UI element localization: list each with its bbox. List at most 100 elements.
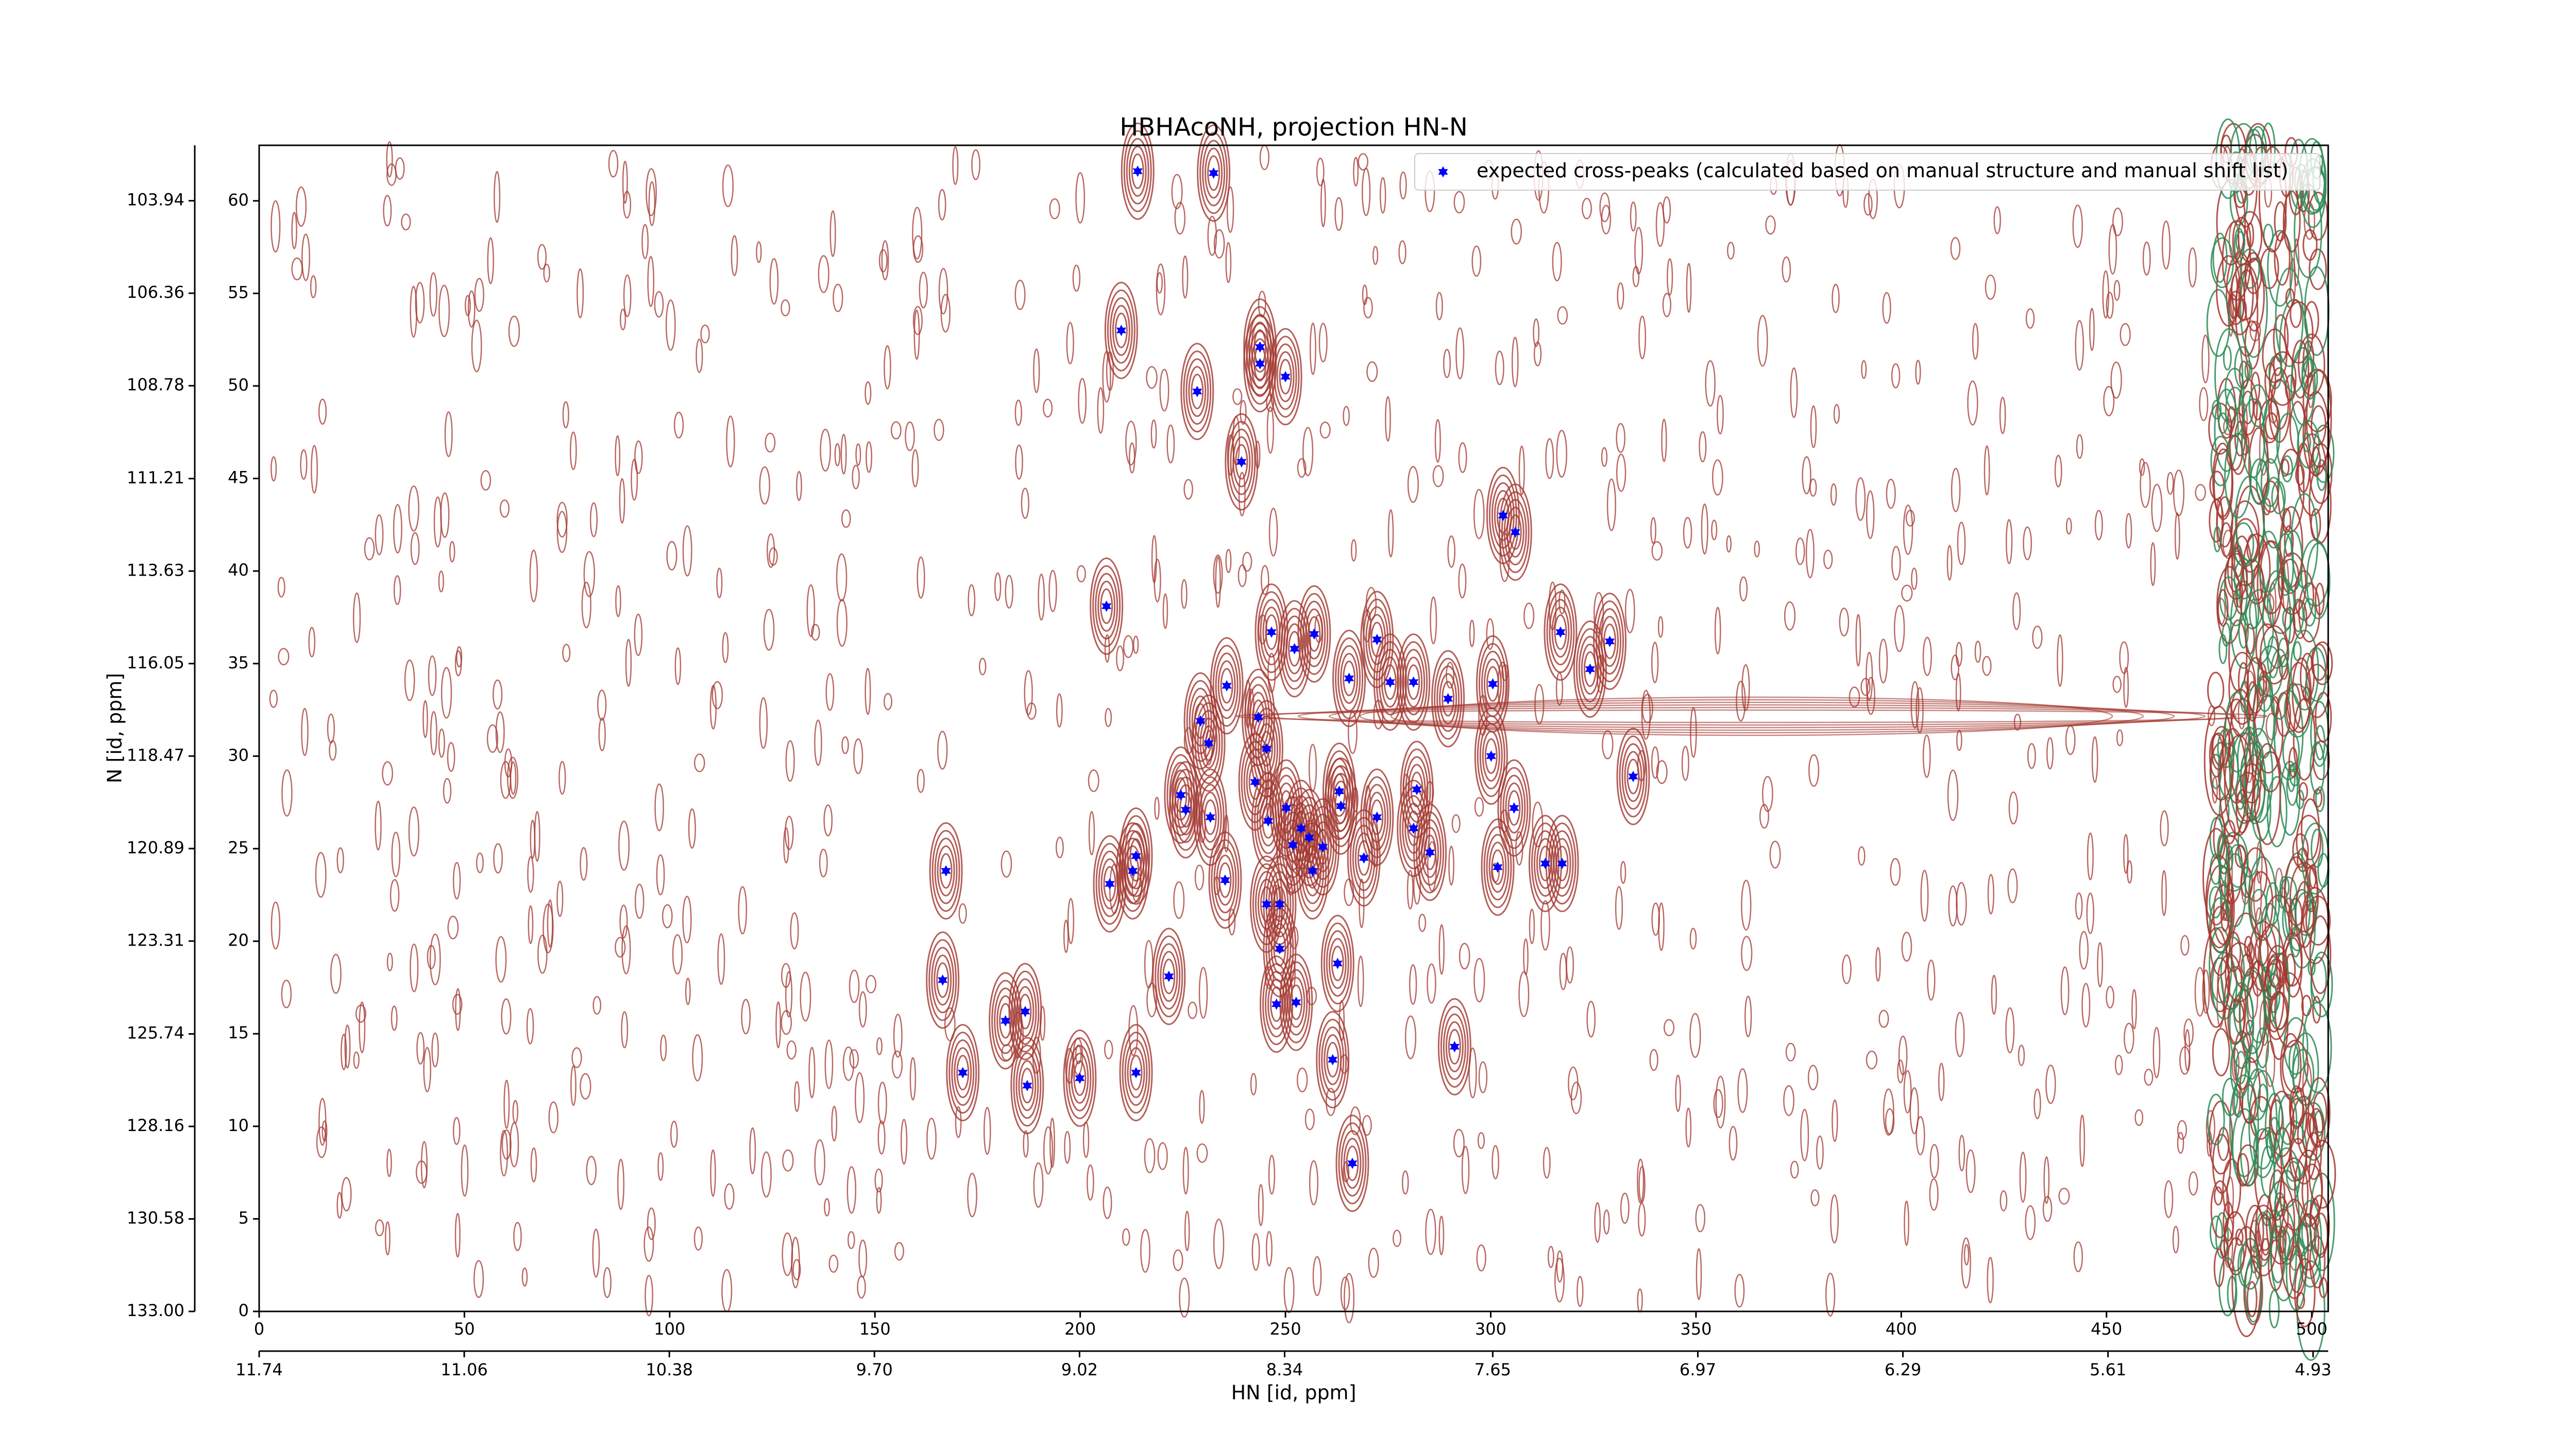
noise-contour bbox=[634, 883, 645, 919]
noise-contour bbox=[2248, 856, 2277, 941]
peak-contour bbox=[1011, 970, 1040, 1053]
noise-contour bbox=[768, 547, 778, 566]
noise-contour bbox=[2249, 1204, 2278, 1277]
noise-contour bbox=[1841, 954, 1852, 984]
noise-contour bbox=[858, 991, 867, 1027]
noise-contour bbox=[2153, 1026, 2161, 1079]
noise-contour bbox=[543, 263, 550, 283]
noise-contour bbox=[408, 485, 419, 532]
noise-contour bbox=[1453, 1128, 1465, 1158]
noise-contour bbox=[2303, 598, 2316, 627]
noise-contour bbox=[823, 804, 833, 837]
noise-contour bbox=[2315, 582, 2325, 616]
cross-peak bbox=[1204, 737, 1214, 749]
noise-contour bbox=[866, 441, 873, 473]
peak-contour bbox=[1624, 751, 1642, 802]
noise-contour bbox=[1741, 936, 1753, 971]
noise-contour bbox=[1681, 746, 1689, 781]
noise-contour bbox=[1366, 361, 1378, 382]
noise-contour bbox=[291, 257, 303, 281]
peak-contour bbox=[1554, 614, 1567, 650]
noise-contour bbox=[1649, 1049, 1658, 1071]
noise-contour bbox=[665, 299, 676, 351]
peak-contour bbox=[1183, 350, 1212, 433]
noise-contour bbox=[2241, 398, 2266, 479]
noise-contour bbox=[1174, 201, 1186, 235]
peak-contour bbox=[1095, 843, 1124, 925]
cross-peak bbox=[1290, 643, 1300, 654]
noise-contour bbox=[1800, 1108, 1809, 1161]
noise-contour bbox=[318, 1098, 327, 1146]
cross-peak bbox=[1176, 789, 1186, 801]
noise-contour bbox=[1810, 405, 1817, 448]
noise-contour bbox=[2234, 845, 2246, 868]
noise-contour bbox=[622, 160, 628, 204]
cross-peak bbox=[1486, 750, 1496, 762]
noise-contour bbox=[2229, 294, 2238, 319]
noise-contour bbox=[386, 141, 393, 178]
noise-contour bbox=[1319, 422, 1331, 439]
noise-contour bbox=[781, 299, 790, 316]
x-tick-label: 400 bbox=[1886, 1319, 1917, 1339]
noise-contour bbox=[1601, 447, 1608, 467]
noise-contour bbox=[384, 1221, 391, 1256]
noise-contour bbox=[1014, 279, 1026, 310]
noise-contour bbox=[1199, 1090, 1205, 1124]
noise-contour bbox=[480, 470, 492, 491]
y-tick-label: 5 bbox=[239, 1208, 249, 1227]
noise-contour bbox=[1620, 1192, 1630, 1224]
noise-contour bbox=[344, 1024, 351, 1069]
noise-contour bbox=[2250, 889, 2267, 924]
peak-contour bbox=[946, 1024, 980, 1122]
peak-contour bbox=[1376, 641, 1404, 723]
noise-contour bbox=[1194, 864, 1205, 890]
noise-contour bbox=[1129, 442, 1136, 474]
noise-contour bbox=[1916, 1116, 1925, 1156]
noise-contour bbox=[1744, 996, 1752, 1037]
noise-contour bbox=[2102, 270, 2110, 319]
peak-contour bbox=[1194, 702, 1223, 784]
noise-contour bbox=[1162, 593, 1168, 629]
noise-contour bbox=[858, 1239, 868, 1278]
noise-contour bbox=[2278, 1229, 2291, 1260]
cross-peak bbox=[1255, 358, 1265, 369]
noise-contour bbox=[1075, 172, 1086, 224]
peak-contour bbox=[1381, 656, 1399, 708]
cross-peak bbox=[1250, 776, 1260, 788]
noise-contour bbox=[666, 541, 677, 571]
peak-contour bbox=[1235, 444, 1248, 480]
noise-contour bbox=[1929, 1144, 1939, 1178]
peak-contour bbox=[1421, 827, 1439, 878]
noise-contour bbox=[2293, 599, 2308, 639]
peak-contour bbox=[1305, 608, 1324, 660]
noise-contour bbox=[1839, 608, 1850, 637]
noise-contour bbox=[2007, 868, 2018, 903]
noise-contour bbox=[1056, 693, 1063, 728]
noise-contour bbox=[2209, 733, 2224, 778]
noise-contour bbox=[756, 241, 762, 263]
noise-contour bbox=[452, 993, 463, 1015]
noise-contour bbox=[2089, 308, 2095, 351]
noise-contour bbox=[2151, 483, 2163, 532]
noise-contour bbox=[1901, 584, 1913, 602]
plot-frame bbox=[258, 144, 2329, 1312]
noise-contour bbox=[1547, 1245, 1554, 1268]
peak-contour bbox=[1509, 514, 1522, 550]
noise-contour bbox=[1661, 418, 1667, 462]
noise-contour bbox=[1825, 1272, 1836, 1317]
noise-contour bbox=[1632, 266, 1640, 288]
noise-contour bbox=[2255, 623, 2279, 674]
noise-contour bbox=[1667, 258, 1673, 296]
noise-contour bbox=[1492, 1145, 1500, 1180]
noise-contour bbox=[2260, 625, 2289, 685]
noise-contour bbox=[509, 1122, 519, 1168]
peak-contour bbox=[1321, 1026, 1345, 1093]
noise-contour bbox=[455, 988, 461, 1031]
y2-tick-label: 116.05 bbox=[127, 653, 184, 672]
noise-contour bbox=[1242, 551, 1252, 572]
noise-contour bbox=[2288, 747, 2298, 778]
noise-contour bbox=[1991, 974, 1997, 1015]
peak-contour bbox=[1232, 436, 1251, 487]
noise-contour bbox=[1461, 1145, 1470, 1194]
noise-contour bbox=[395, 157, 405, 180]
